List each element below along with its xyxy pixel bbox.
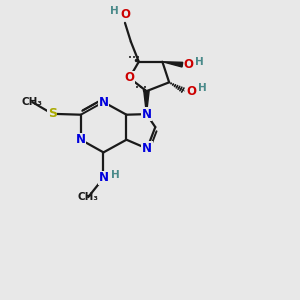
Text: O: O [186,85,196,98]
Polygon shape [144,91,149,114]
Text: H: H [111,170,120,180]
Text: O: O [124,71,134,84]
Text: N: N [76,133,86,146]
Text: •••: ••• [135,85,147,91]
Text: •••: ••• [128,55,140,61]
Text: N: N [142,142,152,155]
Text: S: S [48,107,57,120]
Text: CH₃: CH₃ [22,97,43,107]
Text: O: O [184,58,194,71]
Text: O: O [120,8,130,20]
Polygon shape [162,62,183,67]
Text: CH₃: CH₃ [78,192,99,202]
Text: H: H [195,57,204,67]
Text: N: N [142,108,152,121]
Text: H: H [110,5,119,16]
Text: N: N [98,172,109,184]
Text: N: N [98,95,109,109]
Text: H: H [198,83,207,93]
